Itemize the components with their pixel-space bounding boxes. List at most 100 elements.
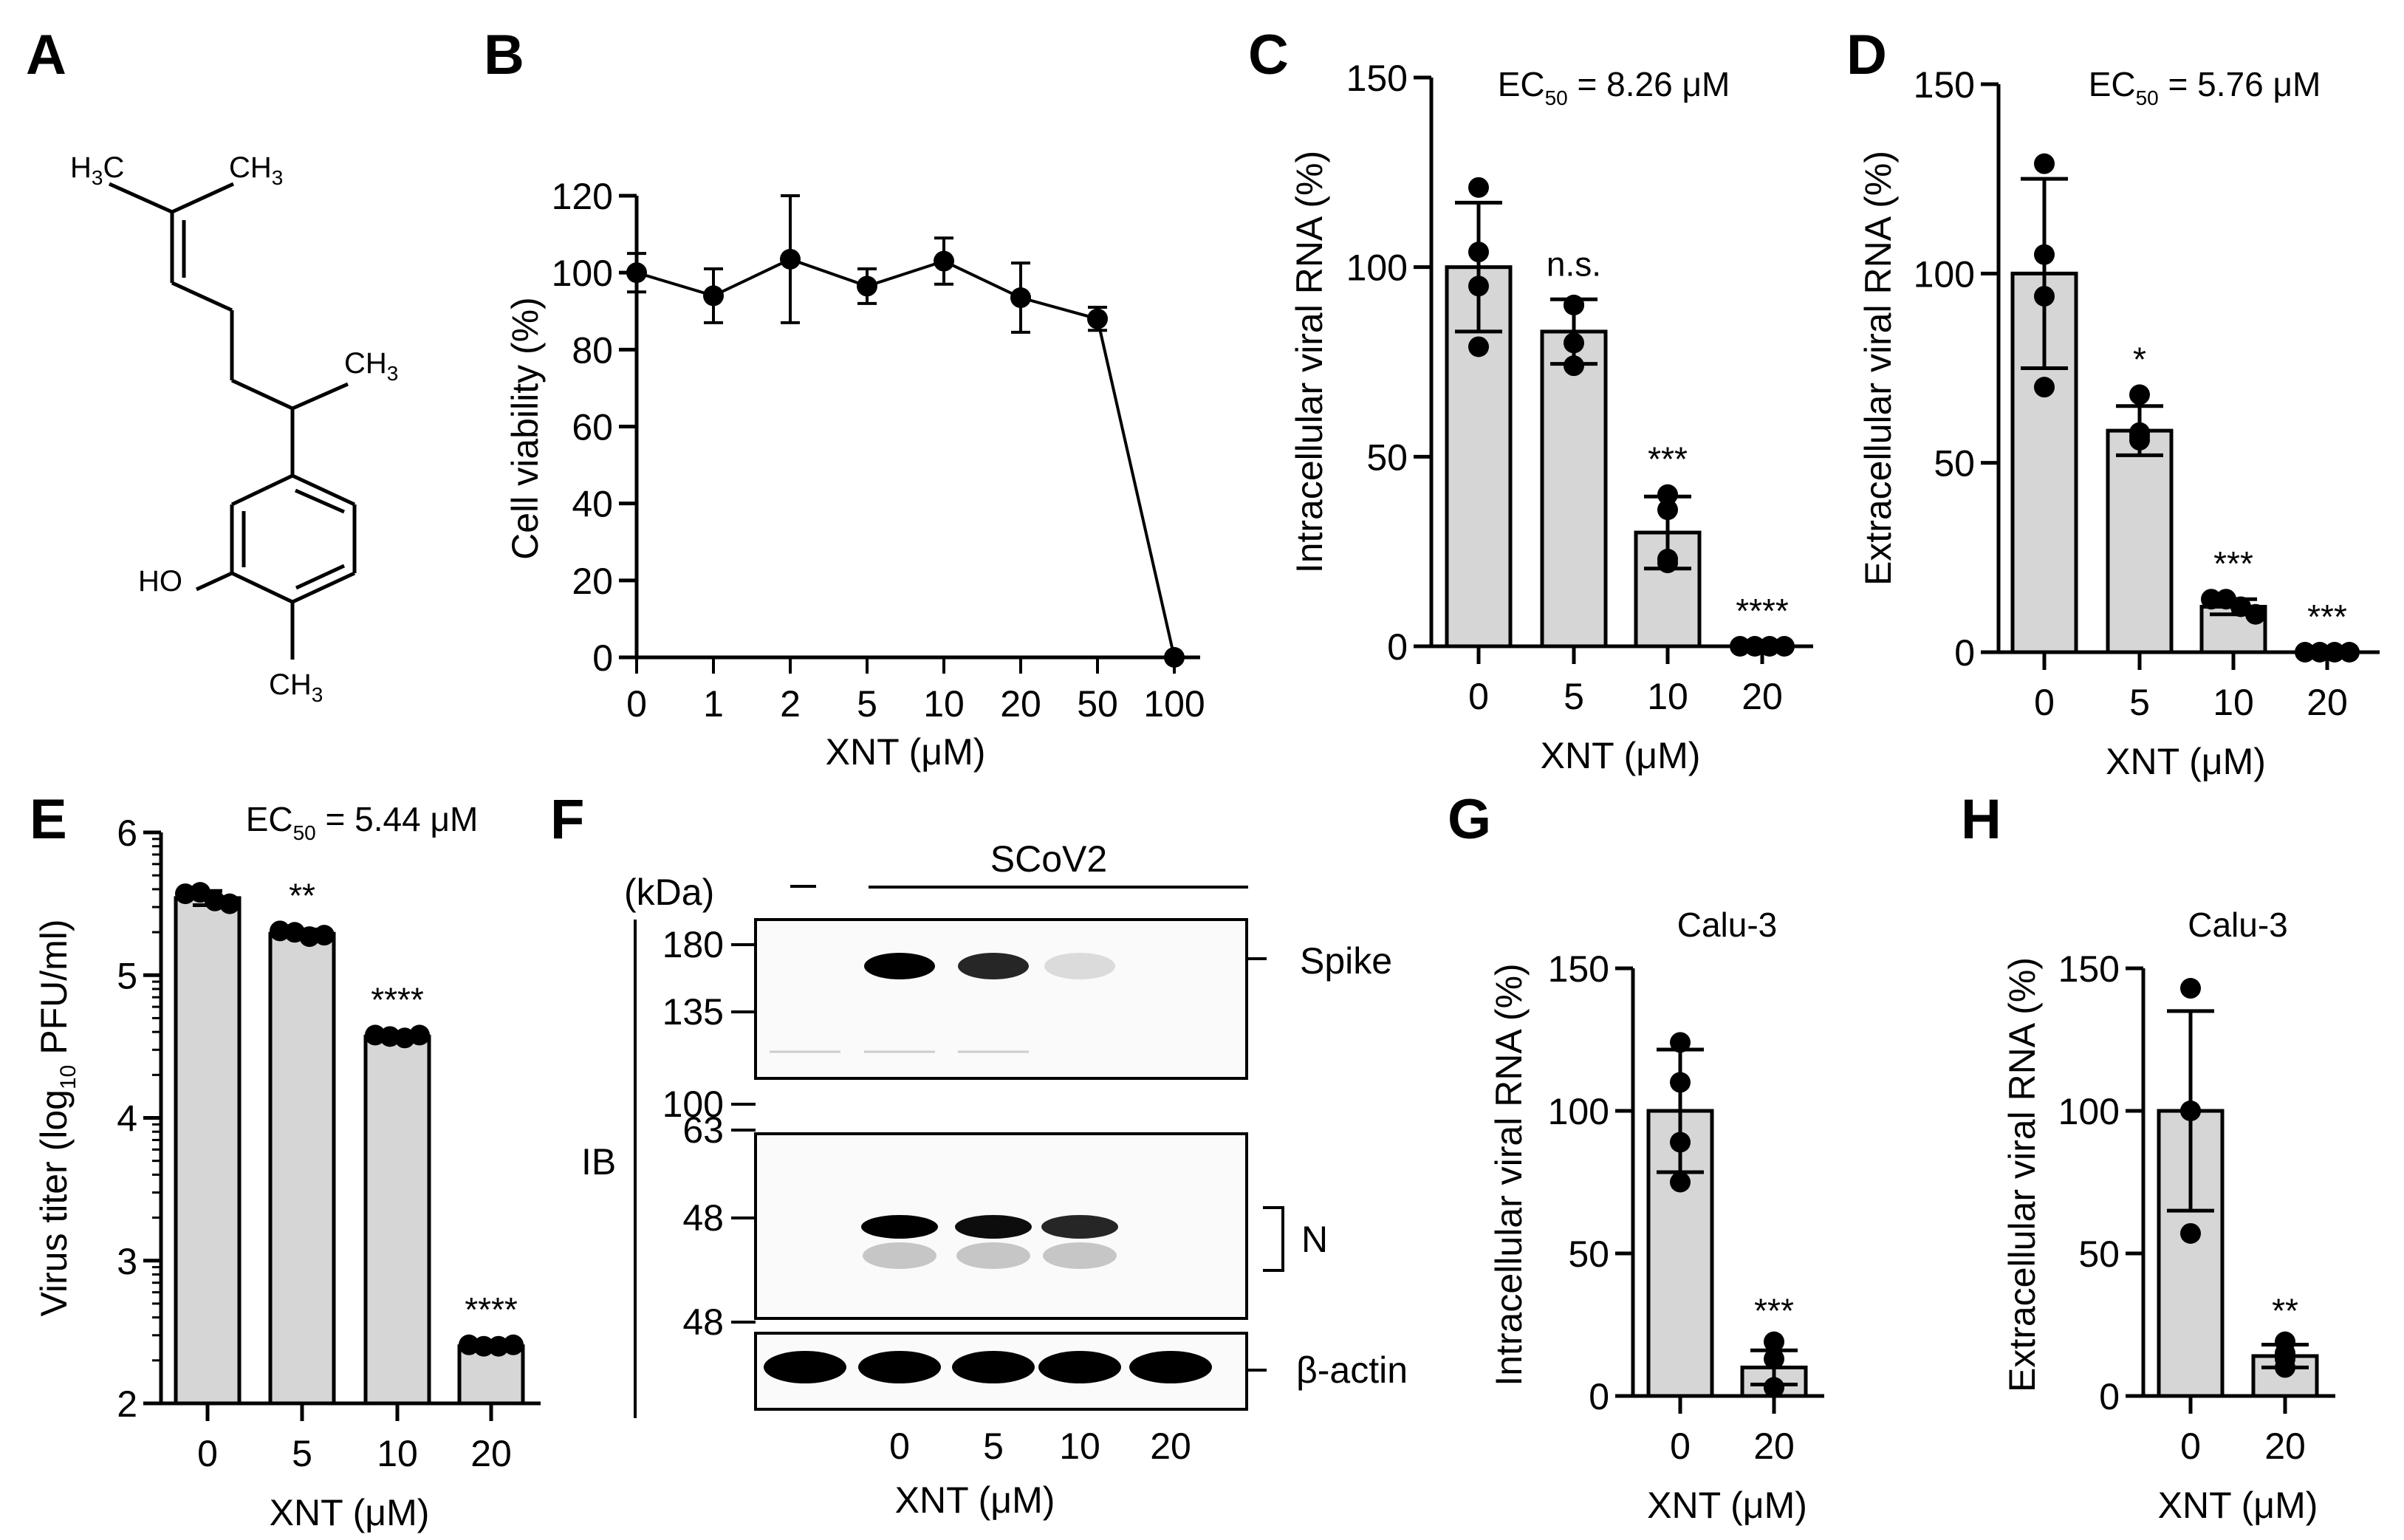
data-point <box>1468 177 1489 198</box>
data-point <box>2201 589 2222 610</box>
x-tick-label: 0 <box>626 683 647 725</box>
data-point <box>2180 1222 2201 1244</box>
n-band-lower <box>956 1242 1030 1269</box>
mw-marker-label: 100 <box>662 1084 724 1125</box>
atom-label-h3c: H3C <box>70 151 124 189</box>
mw-marker-label: 48 <box>682 1301 724 1343</box>
x-tick-label: 20 <box>1000 683 1041 725</box>
significance-marker: n.s. <box>1547 244 1601 283</box>
blot-x-axis-title: XNT (μM) <box>895 1479 1055 1521</box>
mw-marker-label: 180 <box>662 924 724 965</box>
x-tick-label: 20 <box>2307 682 2348 723</box>
data-point <box>2324 642 2345 663</box>
y-tick-label: 50 <box>1934 443 1975 485</box>
data-point <box>1764 1377 1784 1398</box>
y-tick-label: 60 <box>572 407 613 448</box>
atom-label-ho: HO <box>138 565 182 598</box>
y-tick-label: 0 <box>1954 632 1975 674</box>
data-point <box>1564 295 1584 315</box>
y-axis-title: Extracellular viral RNA (%) <box>2001 957 2043 1392</box>
data-point <box>1759 636 1780 657</box>
bar <box>174 896 242 1406</box>
x-tick-label: 20 <box>1742 676 1783 717</box>
n-band-lower <box>863 1242 936 1269</box>
ec50-annotation: EC50 = 5.44 μM <box>246 800 479 844</box>
data-point <box>2339 642 2360 663</box>
data-point <box>1744 636 1765 657</box>
x-tick-label: 0 <box>197 1433 218 1474</box>
spike-blot <box>754 918 1248 1080</box>
x-tick-label: 2 <box>780 683 801 725</box>
significance-marker: ** <box>289 876 315 914</box>
panel-label-b: B <box>484 24 524 86</box>
actin-band <box>1038 1351 1121 1383</box>
significance-marker: **** <box>371 980 424 1019</box>
chart-title: Calu-3 <box>2188 906 2288 944</box>
data-point <box>1730 636 1750 657</box>
ec50-annotation: EC50 = 8.26 μM <box>1498 65 1730 109</box>
bar <box>2106 428 2174 654</box>
data-point <box>2275 1357 2295 1378</box>
x-axis-title: XNT (μM) <box>270 1492 430 1533</box>
x-tick-label: 0 <box>1468 676 1489 717</box>
panel-f: F (kDa) SCoV2 IB 180135100634848SpikeNβ-… <box>550 788 1408 1521</box>
mw-marker-label: 63 <box>682 1109 724 1151</box>
y-tick-label: 6 <box>117 812 137 854</box>
x-tick-label: 5 <box>1564 676 1584 717</box>
data-point <box>1010 287 1031 309</box>
band-label-n: N <box>1301 1219 1328 1260</box>
x-tick-label: 1 <box>703 683 724 725</box>
y-tick-label: 150 <box>2058 948 2120 990</box>
panel-label-h: H <box>1961 788 2001 851</box>
lane-label: 0 <box>889 1426 910 1467</box>
x-tick-label: 20 <box>2264 1426 2306 1467</box>
y-tick-label: 40 <box>572 484 613 525</box>
x-axis-title: XNT (μM) <box>1647 1485 1807 1526</box>
atom-label-ch3-top: CH3 <box>229 151 283 189</box>
panel-a: A H3C CH3 CH3 <box>26 24 398 706</box>
data-point <box>1670 1132 1691 1153</box>
band-label-actin: β-actin <box>1296 1349 1408 1391</box>
lane-label: 5 <box>983 1426 1004 1467</box>
significance-marker: *** <box>2213 544 2253 583</box>
data-point <box>2245 603 2266 625</box>
intracellular-rna-chart: 0 50 100 150 0 5 n.s. 10 *** 20 **** XNT (μM) Intrac… <box>1289 58 1813 776</box>
data-point <box>2180 1101 2201 1121</box>
panel-label-a: A <box>26 24 66 86</box>
data-point <box>1774 636 1795 657</box>
y-tick-label: 150 <box>1346 58 1408 99</box>
data-point <box>473 1335 494 1357</box>
y-tick-label: 4 <box>117 1098 137 1140</box>
calu3-intracellular-chart: 0 50 100 150 0 20 *** XNT (μM) Intracellular vir… <box>1488 906 1824 1526</box>
y-tick-label: 80 <box>572 329 613 371</box>
y-tick-label: 3 <box>117 1241 137 1282</box>
panel-b: B 0 20 40 60 80 100 120 0 1 2 5 10 20 50 100 XNT (μM) Ce… <box>484 24 1205 773</box>
mw-marker-label: 48 <box>682 1197 724 1239</box>
blot-lane-labels: 0 5 10 20 <box>889 1426 1191 1467</box>
data-point <box>2034 377 2055 398</box>
y-axis-title: Intracellular viral RNA (%) <box>1289 151 1330 573</box>
virus-titer-chart: 2 3 4 5 6 0 5 ** 10 **** 20 **** XNT (μM) Virus titer… <box>33 800 541 1533</box>
x-axis-title: XNT (μM) <box>1541 735 1701 776</box>
y-tick-label: 0 <box>1387 626 1408 668</box>
lane-label: 10 <box>1059 1426 1100 1467</box>
data-point <box>1764 1331 1784 1352</box>
data-point <box>314 925 335 946</box>
actin-band <box>764 1351 846 1383</box>
data-point <box>1657 548 1678 569</box>
significance-marker: *** <box>1754 1292 1794 1330</box>
panel-label-f: F <box>550 788 584 851</box>
data-point <box>503 1334 524 1355</box>
lane-label: 20 <box>1150 1426 1191 1467</box>
x-tick-label: 100 <box>1143 683 1205 725</box>
infection-label: SCoV2 <box>990 838 1107 880</box>
significance-marker: * <box>2133 340 2146 378</box>
data-point <box>1670 1171 1691 1193</box>
x-axis-title: XNT (μM) <box>2106 741 2266 782</box>
panel-label-g: G <box>1448 788 1491 851</box>
bar <box>1540 329 1608 648</box>
y-tick-label: 0 <box>592 637 613 679</box>
actin-band <box>858 1351 941 1383</box>
y-tick-label: 100 <box>1548 1091 1609 1132</box>
